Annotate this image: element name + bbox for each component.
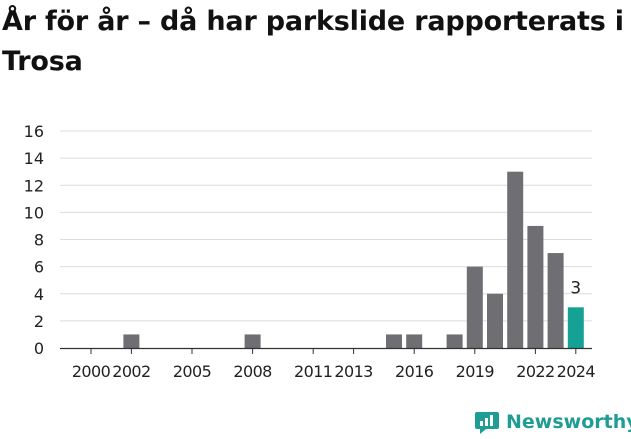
bar	[547, 253, 564, 348]
y-tick-label: 12	[24, 176, 44, 195]
y-tick-label: 2	[34, 312, 44, 331]
chart-title: År för år – då har parkslide rapporterat…	[2, 6, 624, 77]
x-tick-label: 2016	[395, 362, 434, 381]
bar	[406, 334, 423, 348]
x-tick-label: 2008	[233, 362, 272, 381]
brand-name: Newsworthy	[506, 411, 631, 433]
bar	[244, 334, 261, 348]
y-tick-label: 0	[34, 339, 44, 358]
bar	[567, 307, 584, 348]
x-tick-label: 2024	[557, 362, 596, 381]
y-tick-label: 6	[34, 258, 44, 277]
y-tick-label: 16	[24, 122, 44, 141]
y-tick-label: 8	[34, 231, 44, 250]
bar	[527, 225, 544, 348]
x-tick-label: 2022	[516, 362, 554, 381]
y-tick-label: 14	[24, 149, 44, 168]
x-tick-label: 2011	[294, 362, 332, 381]
brand-logo: Newsworthy	[474, 407, 631, 437]
data-label: 3	[570, 278, 581, 298]
bar	[386, 334, 402, 348]
x-tick-label: 2013	[334, 362, 372, 381]
bar	[507, 171, 524, 348]
bar	[487, 293, 503, 348]
x-tick-label: 2019	[456, 362, 495, 381]
bar	[123, 334, 140, 348]
y-tick-label: 4	[34, 285, 44, 304]
y-tick-label: 10	[24, 203, 44, 222]
x-tick-label: 2002	[112, 362, 150, 381]
bar	[466, 266, 483, 348]
x-tick-label: 2005	[173, 362, 211, 381]
bar	[446, 334, 463, 348]
newsworthy-icon	[475, 412, 499, 434]
x-tick-label: 2000	[72, 362, 111, 381]
